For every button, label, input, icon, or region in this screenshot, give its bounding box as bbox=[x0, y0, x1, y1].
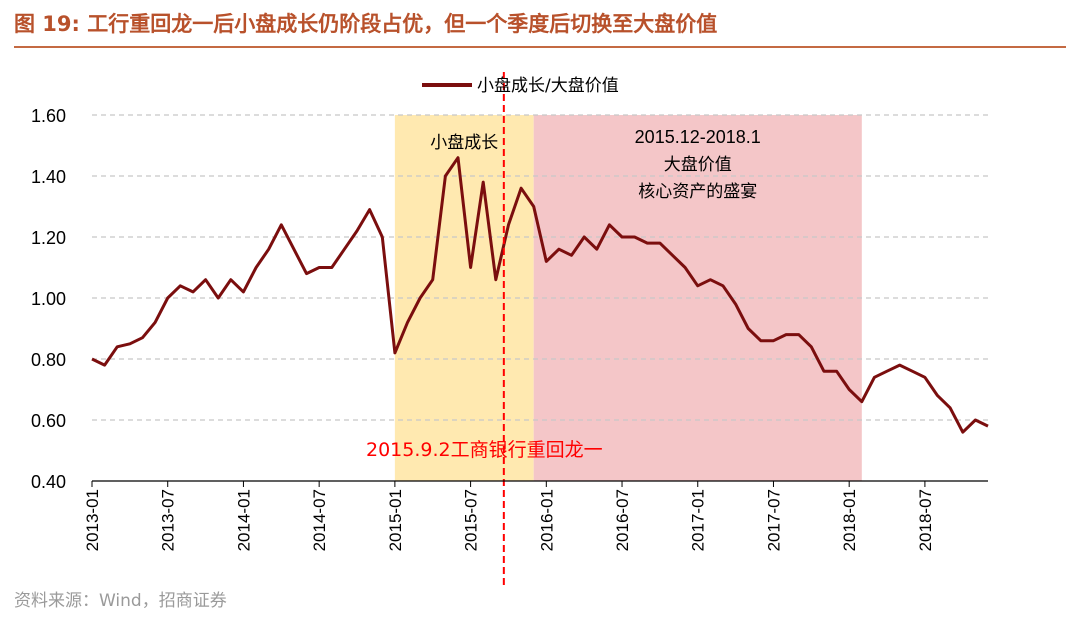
title-divider bbox=[14, 46, 1066, 48]
x-tick-label: 2013-07 bbox=[159, 489, 178, 551]
y-tick-label: 1.60 bbox=[31, 106, 66, 126]
region-label-small-growth: 小盘成长 bbox=[430, 133, 498, 153]
x-tick-label: 2017-01 bbox=[689, 489, 708, 551]
y-tick-label: 0.40 bbox=[31, 472, 66, 492]
event-layer: 2015.9.2工商银行重回龙一 bbox=[366, 72, 603, 585]
x-tick-label: 2013-01 bbox=[83, 489, 102, 551]
y-tick-label: 0.60 bbox=[31, 411, 66, 431]
series-layer bbox=[91, 156, 989, 434]
event-label: 2015.9.2工商银行重回龙一 bbox=[366, 439, 603, 461]
x-tick-label: 2016-01 bbox=[537, 489, 556, 551]
region-label-core-assets: 核心资产的盛宴 bbox=[638, 182, 757, 202]
legend: 小盘成长/大盘价值 bbox=[422, 76, 619, 96]
x-tick-label: 2014-01 bbox=[234, 489, 253, 551]
x-tick-label: 2018-01 bbox=[840, 489, 859, 551]
y-tick-label: 0.80 bbox=[31, 350, 66, 370]
figure-title: 图 19: 工行重回龙一后小盘成长仍阶段占优，但一个季度后切换至大盘价值 bbox=[14, 12, 718, 36]
legend-label: 小盘成长/大盘价值 bbox=[477, 76, 619, 96]
y-tick-label: 1.20 bbox=[31, 228, 66, 248]
series-line-1 bbox=[91, 156, 989, 434]
x-tick-label: 2014-07 bbox=[310, 489, 329, 551]
x-tick-label: 2018-07 bbox=[916, 489, 935, 551]
x-tick-label: 2017-07 bbox=[764, 489, 783, 551]
x-tick-label: 2016-07 bbox=[613, 489, 632, 551]
source-note: 资料来源：Wind，招商证券 bbox=[14, 591, 227, 611]
axes: 1.60 1.40 1.20 1.00 0.80 0.60 0.40 2013-01 2013-… bbox=[31, 106, 988, 551]
region-label-period: 2015.12-2018.1 bbox=[635, 127, 761, 147]
region-label-large-value: 大盘价值 bbox=[664, 155, 732, 175]
y-tick-label: 1.40 bbox=[31, 167, 66, 187]
y-tick-label: 1.00 bbox=[31, 289, 66, 309]
x-tick-label: 2015-07 bbox=[462, 489, 481, 551]
x-tick-label: 2015-01 bbox=[386, 489, 405, 551]
